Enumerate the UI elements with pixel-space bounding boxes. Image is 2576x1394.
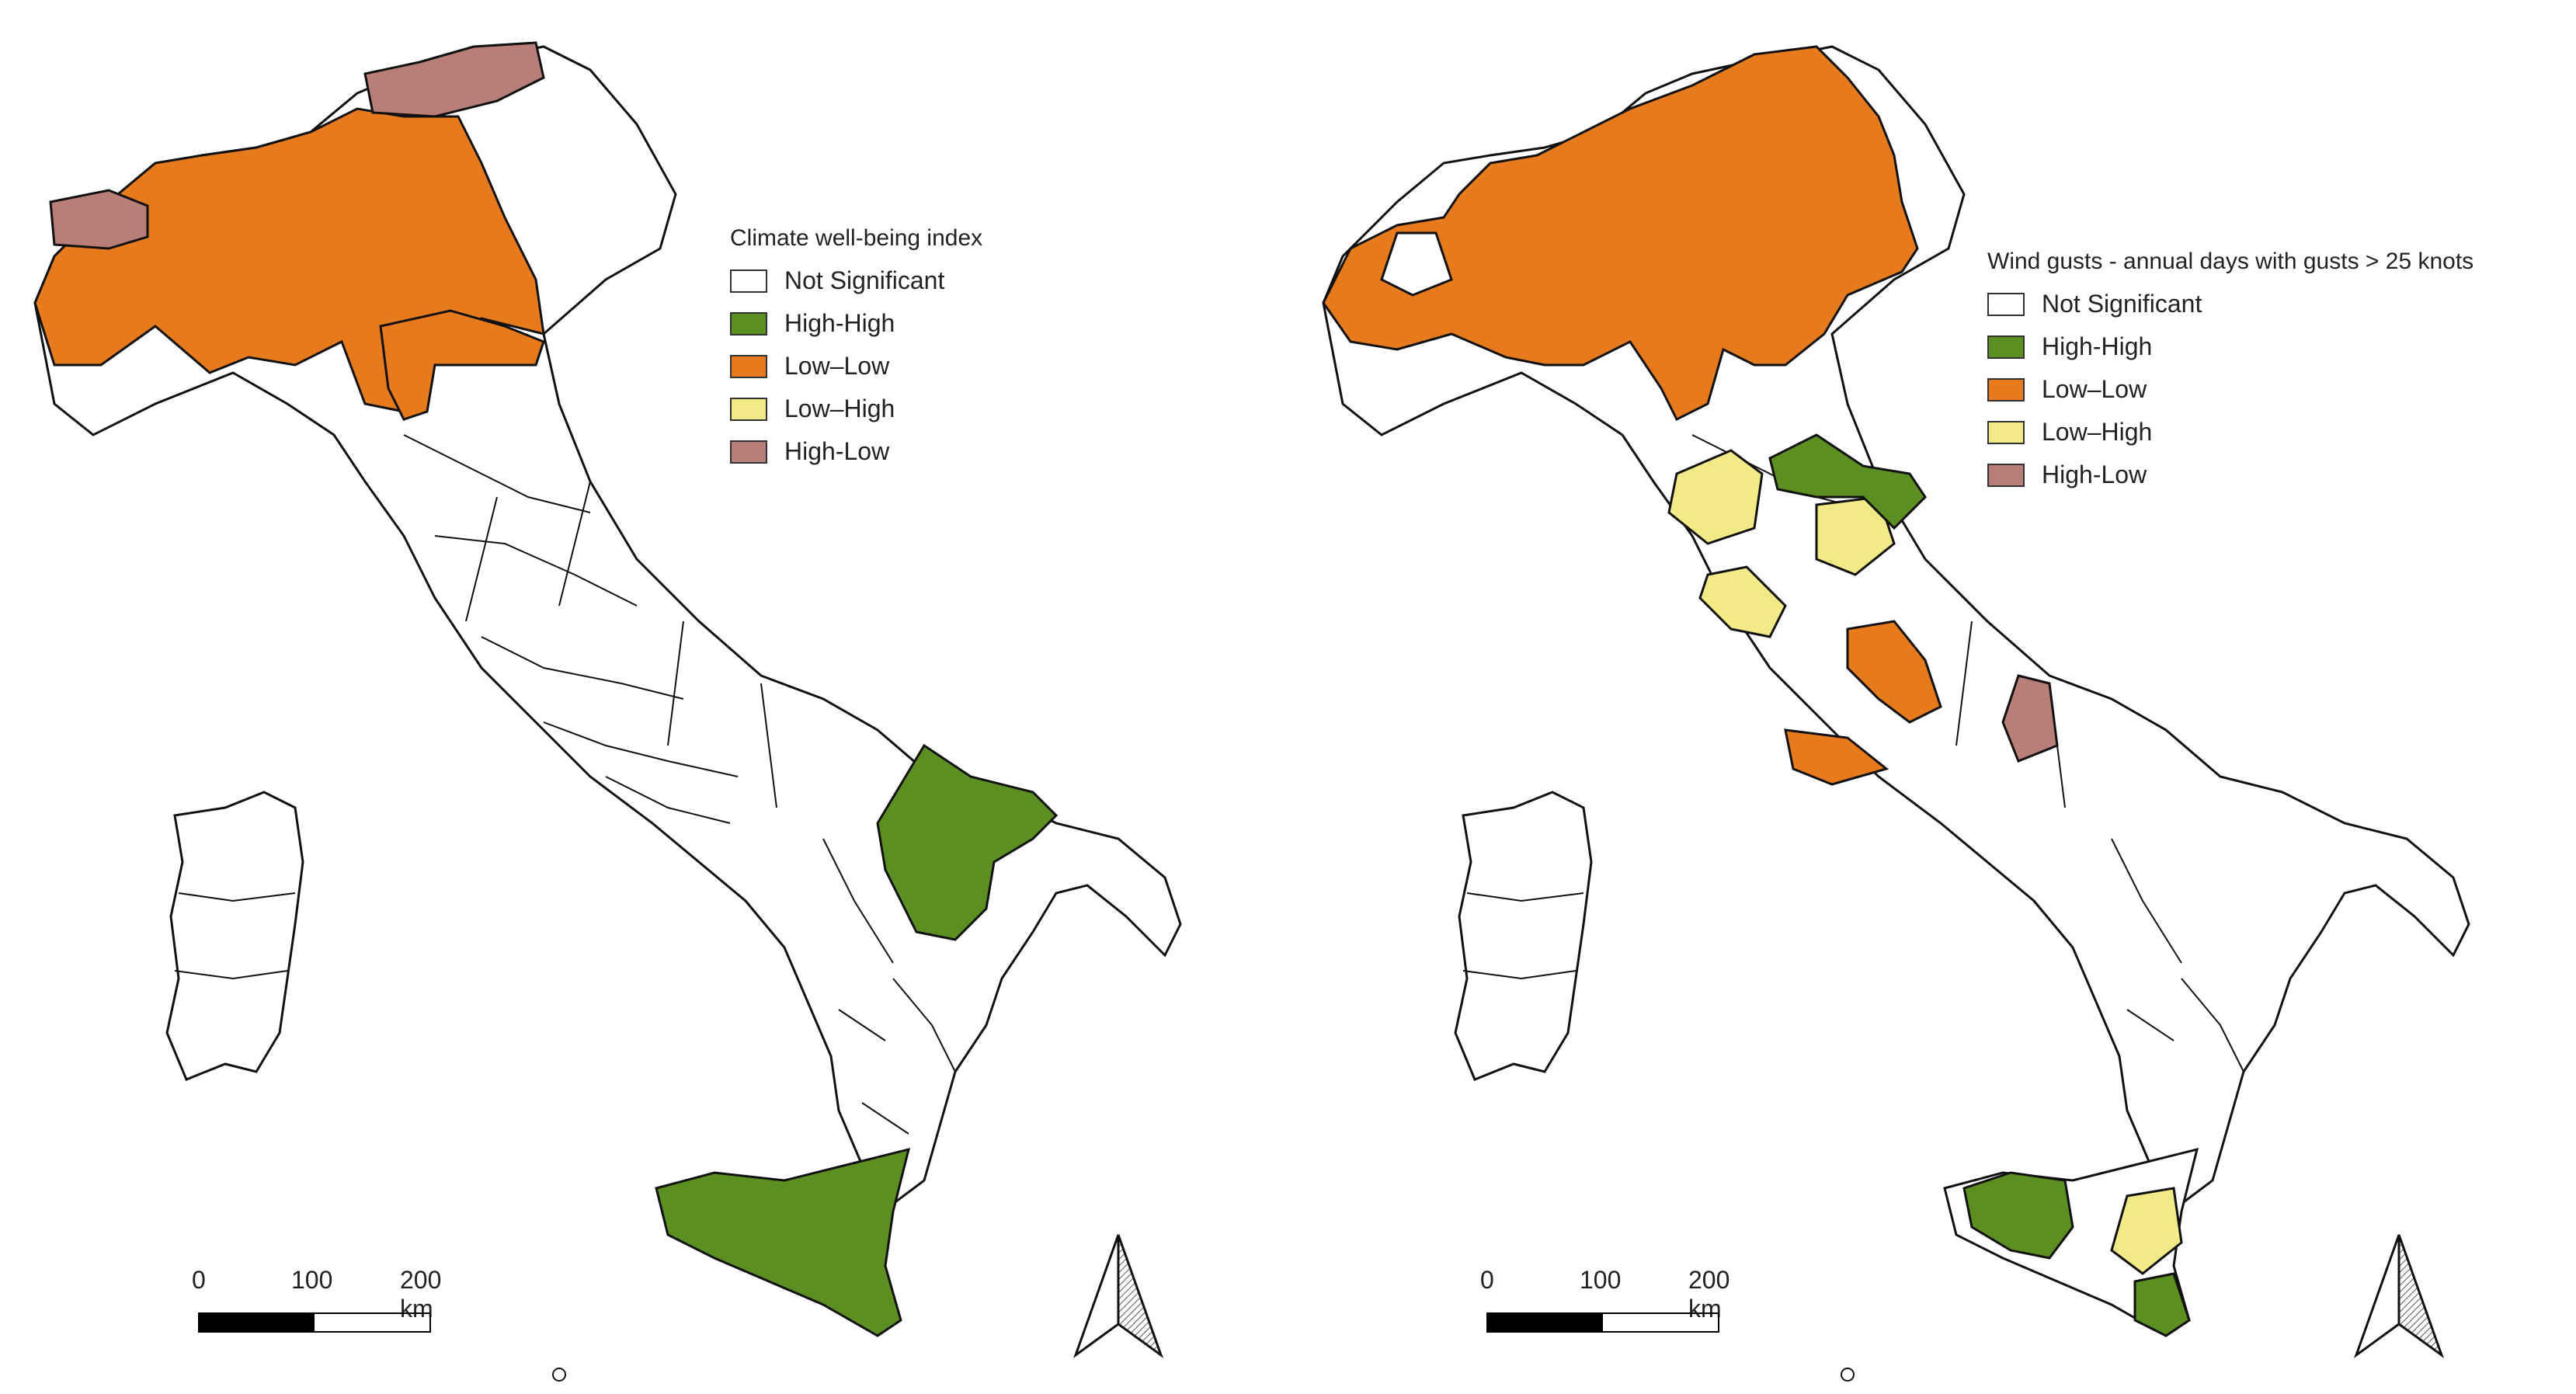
map-panel-wind-gusts: Wind gusts - annual days with gusts > 25… <box>1288 0 2576 1394</box>
legend-item-high-high: High-High <box>730 302 982 345</box>
region-high-high-sicily-west <box>1962 1171 2074 1260</box>
region-low-low-south <box>1784 728 1889 786</box>
legend-item-high-low: High-Low <box>1987 454 2473 496</box>
italy-map-right <box>1322 45 2470 1382</box>
sardinia-borders <box>174 892 296 980</box>
scale-label: 200 km <box>1688 1266 1730 1323</box>
region-low-low-center <box>1846 620 1942 724</box>
legend-item-high-low: High-Low <box>730 430 982 473</box>
region-high-low-north <box>363 41 545 118</box>
sardinia <box>165 791 304 1081</box>
legend-item-low-low: Low–Low <box>730 345 982 388</box>
legend-swatch <box>730 354 767 378</box>
region-low-high-sicily <box>2110 1187 2183 1275</box>
scale-bar-graphic <box>1486 1312 1719 1333</box>
scale-bar-graphic <box>198 1312 431 1333</box>
scale-label: 100 <box>1580 1266 1622 1294</box>
scale-label: 0 <box>1480 1266 1494 1294</box>
region-low-low-north <box>1322 45 1919 422</box>
small-island <box>1841 1368 1855 1382</box>
region-low-low-emilia <box>379 309 545 421</box>
legend-item-low-high: Low–High <box>730 388 982 430</box>
scale-label: 100 <box>291 1266 333 1294</box>
region-high-high-basilicata <box>876 743 1059 941</box>
legend: Climate well-being index Not Significant… <box>730 225 982 473</box>
sardinia-borders <box>1462 892 1584 980</box>
scale-bar: 0 100 200 km <box>192 1266 447 1344</box>
legend-title: Climate well-being index <box>730 225 983 251</box>
legend-label: High-High <box>784 309 895 337</box>
sardinia <box>1454 791 1593 1081</box>
legend-label: Not Significant <box>2042 290 2202 318</box>
legend-label: High-Low <box>784 437 890 465</box>
legend-label: Low–Low <box>2042 375 2147 403</box>
small-island <box>552 1368 566 1382</box>
scale-label: 0 <box>192 1266 206 1294</box>
legend-label: Low–High <box>2042 418 2153 446</box>
legend: Wind gusts - annual days with gusts > 25… <box>1987 249 2473 496</box>
north-arrow-icon <box>2353 1234 2445 1359</box>
legend-label: Low–Low <box>784 352 890 380</box>
region-high-low-molise <box>2001 674 2059 763</box>
legend-label: High-Low <box>2042 461 2147 488</box>
region-not-significant-enclave <box>1380 231 1453 297</box>
legend-swatch <box>1987 292 2025 316</box>
region-low-high-3 <box>1698 565 1787 638</box>
legend-item-not-significant: Not Significant <box>730 259 982 302</box>
province-borders <box>403 434 956 1135</box>
legend-swatch <box>730 311 767 335</box>
legend-item-not-significant: Not Significant <box>1987 283 2473 325</box>
legend-swatch <box>730 397 767 421</box>
legend-item-high-high: High-High <box>1987 325 2473 368</box>
legend-item-low-high: Low–High <box>1987 411 2473 454</box>
legend-swatch <box>1987 420 2025 444</box>
scale-bar: 0 100 200 km <box>1480 1266 1735 1344</box>
legend-swatch <box>1987 463 2025 487</box>
italy-map-left <box>33 41 1182 1382</box>
legend-swatch <box>1987 377 2025 402</box>
north-arrow-icon <box>1072 1234 1164 1359</box>
legend-item-low-low: Low–Low <box>1987 368 2473 411</box>
region-high-high-sicily-east <box>2133 1272 2191 1337</box>
legend-label: Not Significant <box>784 266 945 294</box>
scale-label: 200 km <box>400 1266 442 1323</box>
legend-swatch <box>730 440 767 464</box>
map-panel-climate-wellbeing: Climate well-being index Not Significant… <box>33 41 1182 1382</box>
legend-swatch <box>730 269 767 293</box>
legend-label: Low–High <box>784 395 895 422</box>
sicily <box>655 1147 911 1337</box>
legend-title: Wind gusts - annual days with gusts > 25… <box>1987 249 2474 274</box>
region-high-high-marche <box>1768 433 1927 530</box>
region-low-high-1 <box>1667 449 1764 545</box>
region-high-low-west <box>49 189 149 250</box>
legend-label: High-High <box>2042 332 2153 360</box>
legend-swatch <box>1987 335 2025 359</box>
